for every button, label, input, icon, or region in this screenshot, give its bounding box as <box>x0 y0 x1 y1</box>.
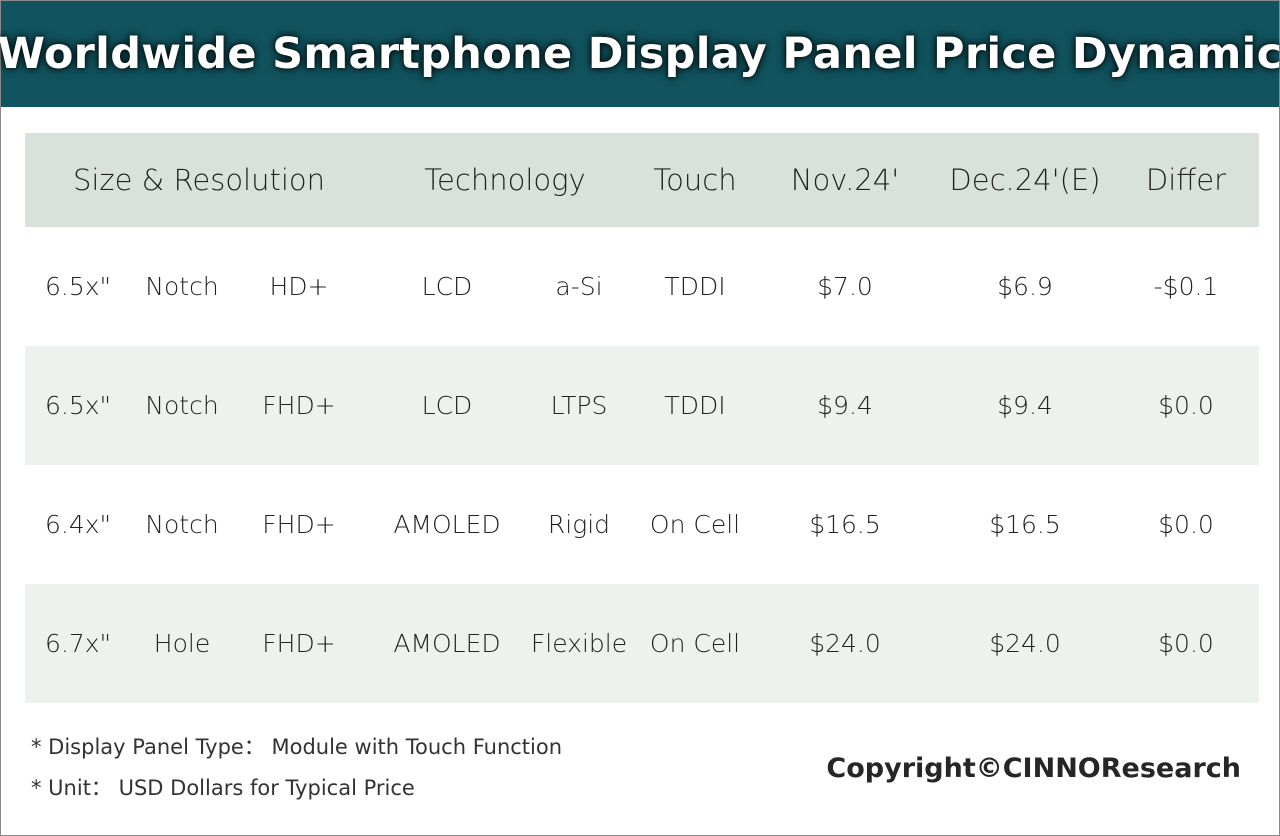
table-header-row: Size & Resolution Technology Touch Nov.2… <box>25 133 1259 227</box>
cell-display: LCD <box>421 391 473 420</box>
cell-size: 6.5x" <box>44 391 112 420</box>
cell-dec-price: $24.0 <box>989 629 1061 658</box>
cell-resolution: FHD+ <box>262 510 336 539</box>
cell-touch: On Cell <box>649 629 741 658</box>
cell-dec-price: $6.9 <box>997 272 1053 301</box>
cell-differ: $0.0 <box>1158 629 1214 658</box>
column-header-size-resolution: Size & Resolution <box>72 163 326 197</box>
cell-screen: Notch <box>145 391 219 420</box>
footnote-panel-type: * Display Panel Type： Module with Touch … <box>31 735 563 759</box>
cell-dec-price: $9.4 <box>997 391 1053 420</box>
cell-differ: -$0.1 <box>1153 272 1219 301</box>
table-row: 6.4x" Notch FHD+ AMOLED Rigid On Cell $1… <box>25 465 1259 584</box>
copyright-text: Copyright©CINNOResearch <box>826 753 1241 784</box>
cell-backplane: Flexible <box>530 629 628 658</box>
cell-differ: $0.0 <box>1158 510 1214 539</box>
cell-screen: Notch <box>145 272 219 301</box>
cell-touch: TDDI <box>664 391 726 420</box>
cell-nov-price: $9.4 <box>817 391 873 420</box>
cell-screen: Notch <box>145 510 219 539</box>
column-header-differ: Differ <box>1145 163 1227 197</box>
cell-dec-price: $16.5 <box>989 510 1061 539</box>
cell-differ: $0.0 <box>1158 391 1214 420</box>
cell-screen: Hole <box>153 629 211 658</box>
column-header-nov: Nov.24' <box>790 163 900 197</box>
table-row: 6.5x" Notch HD+ LCD a-Si TDDI $7.0 $6.9 … <box>25 227 1259 346</box>
column-header-technology: Technology <box>424 163 586 197</box>
cell-nov-price: $7.0 <box>817 272 873 301</box>
cell-size: 6.5x" <box>44 272 112 301</box>
footnotes: * Display Panel Type： Module with Touch … <box>31 729 562 811</box>
cell-backplane: LTPS <box>550 391 608 420</box>
cell-size: 6.4x" <box>44 510 112 539</box>
title-bar: Worldwide Smartphone Display Panel Price… <box>0 1 1280 107</box>
cell-nov-price: $24.0 <box>809 629 881 658</box>
cell-resolution: FHD+ <box>262 629 336 658</box>
column-header-touch: Touch <box>653 163 737 197</box>
cell-display: AMOLED <box>393 629 501 658</box>
cell-backplane: a-Si <box>555 272 603 301</box>
cell-touch: On Cell <box>649 510 741 539</box>
cell-backplane: Rigid <box>547 510 611 539</box>
price-table: Size & Resolution Technology Touch Nov.2… <box>25 133 1259 703</box>
table-row: 6.5x" Notch FHD+ LCD LTPS TDDI $9.4 $9.4… <box>25 346 1259 465</box>
column-header-dec: Dec.24'(E) <box>949 163 1101 197</box>
page-title: Worldwide Smartphone Display Panel Price… <box>0 29 1280 79</box>
cell-resolution: FHD+ <box>262 391 336 420</box>
table-row: 6.7x" Hole FHD+ AMOLED Flexible On Cell … <box>25 584 1259 703</box>
cell-display: LCD <box>421 272 473 301</box>
cell-size: 6.7x" <box>44 629 112 658</box>
cell-display: AMOLED <box>393 510 501 539</box>
footnote-unit: * Unit： USD Dollars for Typical Price <box>31 776 415 800</box>
cell-touch: TDDI <box>664 272 726 301</box>
cell-resolution: HD+ <box>269 272 329 301</box>
cell-nov-price: $16.5 <box>809 510 881 539</box>
